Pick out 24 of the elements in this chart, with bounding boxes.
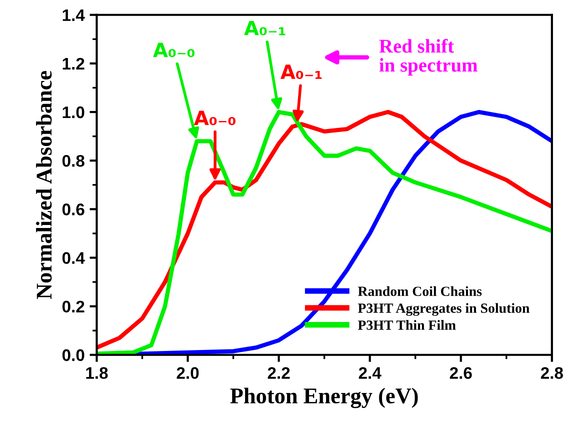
annotation: A₀₋₁ (244, 20, 286, 36)
y-tick-label: 1.2 (62, 58, 84, 70)
y-tick-label: 1.0 (62, 106, 84, 118)
y-tick-label: 0.0 (62, 349, 84, 362)
legend-label: P3HT Thin Film (358, 320, 456, 330)
x-tick-label: 2.0 (176, 367, 199, 379)
x-tick-label: 2.2 (268, 367, 290, 379)
y-tick-label: 0.8 (62, 154, 84, 167)
annotation: A₀₋₁ (280, 64, 322, 80)
y-tick-label: 0.6 (62, 204, 84, 216)
x-tick-label: 2.6 (450, 367, 472, 379)
y-tick-label: 1.4 (62, 9, 85, 21)
x-tick-label: 2.8 (540, 367, 564, 379)
annotation: A₀₋₀ (153, 42, 195, 58)
legend-label: P3HT Aggregates in Solution (358, 303, 530, 316)
annotation: A₀₋₀ (194, 110, 236, 126)
x-tick-label: 2.4 (358, 367, 382, 379)
y-tick-label: 0.4 (62, 252, 85, 264)
x-tick-label: 1.8 (86, 367, 108, 379)
y-tick-label: 0.2 (62, 300, 84, 313)
legend-label: Random Coil Chains (358, 286, 482, 296)
x-axis-title: Photon Energy (eV) (230, 388, 418, 408)
y-axis-title: Normalized Absorbance (36, 70, 52, 299)
annotation: Red shift in spectrum (379, 38, 478, 76)
